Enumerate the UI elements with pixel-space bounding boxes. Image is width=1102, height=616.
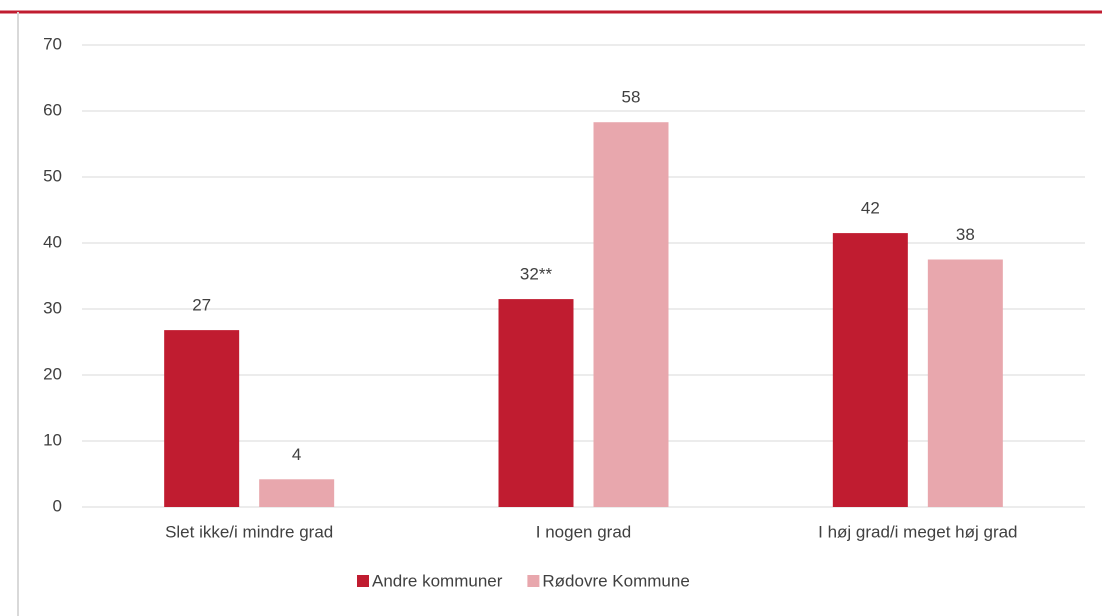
legend-swatch xyxy=(357,575,369,587)
bar xyxy=(164,330,240,507)
bar xyxy=(498,299,574,507)
y-tick-label: 0 xyxy=(53,496,62,515)
y-tick-label: 10 xyxy=(43,430,62,449)
bar xyxy=(259,479,335,507)
legend-label: Andre kommuner xyxy=(372,571,503,590)
data-label: 58 xyxy=(622,88,641,107)
legend-label: Rødovre Kommune xyxy=(542,571,689,590)
data-label: 4 xyxy=(292,445,301,464)
y-tick-label: 50 xyxy=(43,166,62,185)
data-label: 27 xyxy=(192,296,211,315)
data-label: 38 xyxy=(956,225,975,244)
x-tick-label: I nogen grad xyxy=(536,522,631,541)
x-tick-label: I høj grad/i meget høj grad xyxy=(818,522,1017,541)
y-tick-label: 20 xyxy=(43,364,62,383)
y-tick-label: 40 xyxy=(43,232,62,251)
y-tick-label: 70 xyxy=(43,34,62,53)
bar xyxy=(927,259,1003,507)
legend-swatch xyxy=(527,575,540,587)
y-tick-label: 60 xyxy=(43,100,62,119)
data-label: 32** xyxy=(520,265,553,284)
y-tick-label: 30 xyxy=(43,298,62,317)
bar xyxy=(593,122,669,507)
data-label: 42 xyxy=(861,199,880,218)
bar xyxy=(832,233,908,507)
x-tick-label: Slet ikke/i mindre grad xyxy=(165,522,333,541)
